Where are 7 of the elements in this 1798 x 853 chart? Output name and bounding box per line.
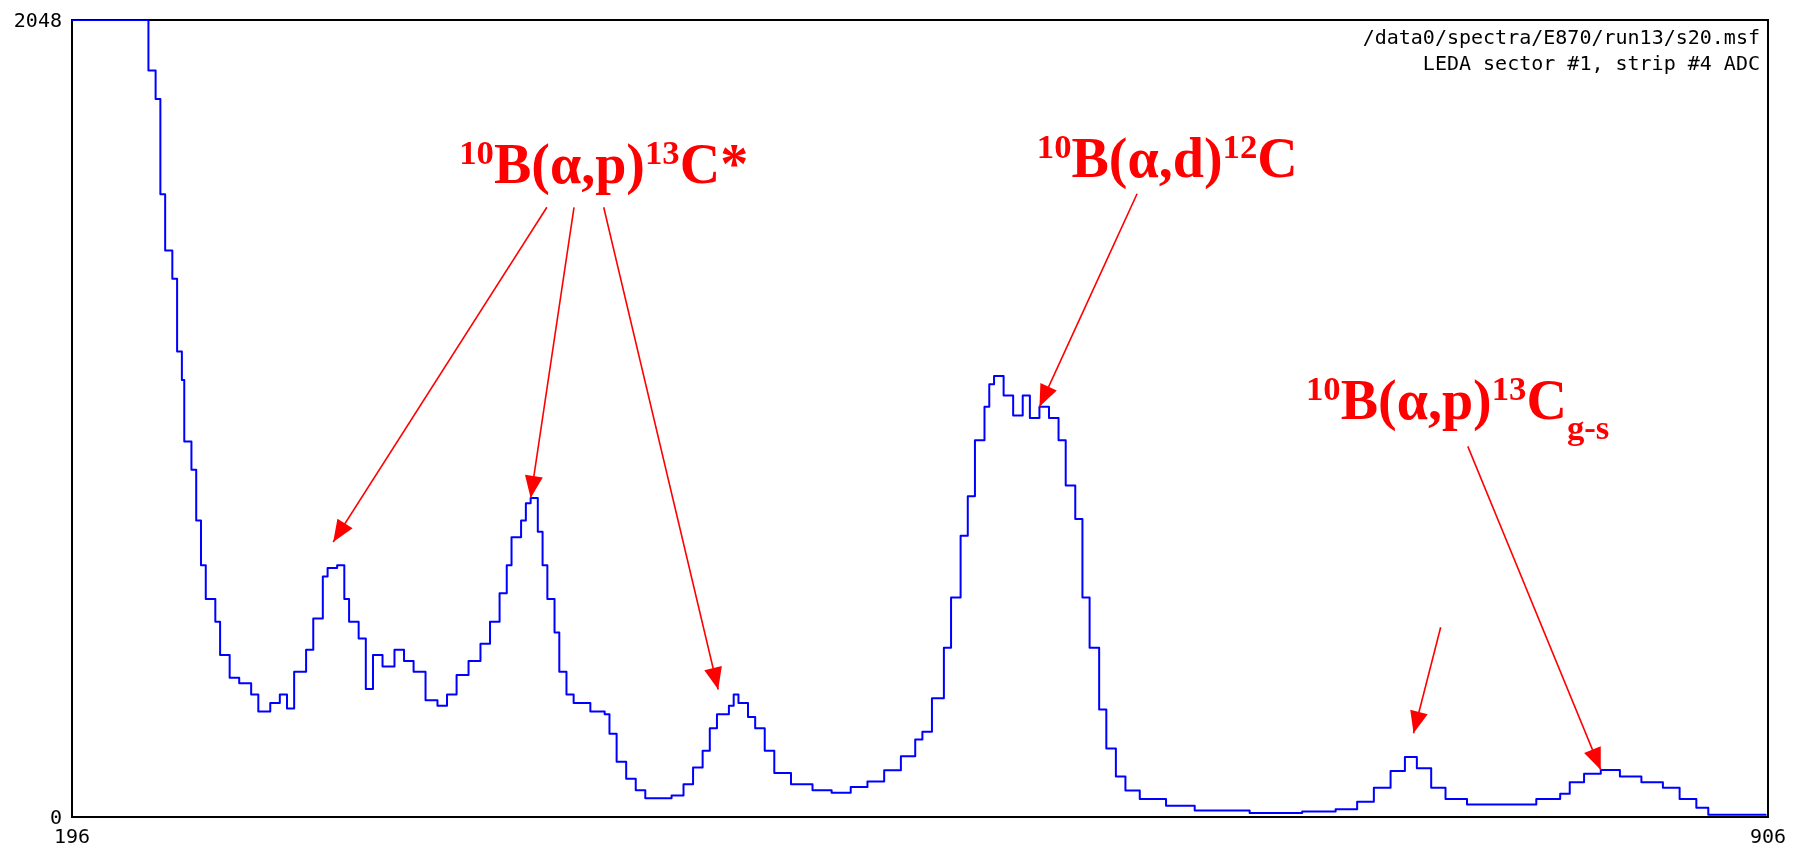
annotation: $^{10}$B(α,d)$^{12}$C: [1036, 126, 1298, 191]
text: LEDA sector #1, strip #4 ADC: [1422, 51, 1760, 75]
chart-title: /data0/spectra/E870/run13/s20.msf: [1362, 25, 1760, 49]
y-tick-label: 2048: [13, 8, 62, 33]
annotation: $^{10}$B(α,p)$^{13}$C$_{g-s}$: [1305, 368, 1610, 446]
annotation: $^{10}$B(α,p)$^{13}$C*: [459, 132, 749, 197]
x-tick-label: 906: [1749, 824, 1787, 849]
